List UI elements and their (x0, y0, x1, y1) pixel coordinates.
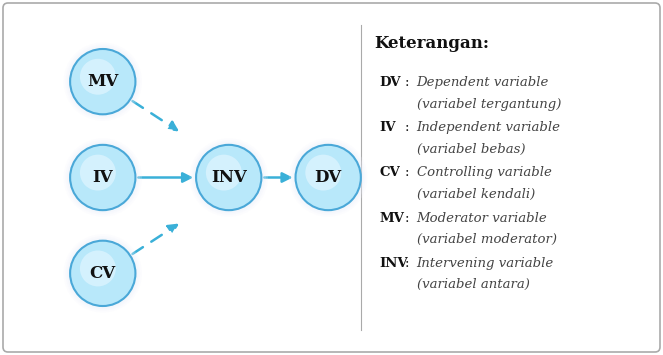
Circle shape (75, 150, 131, 205)
Text: Dependent variable: Dependent variable (416, 76, 549, 89)
Text: :: : (404, 212, 409, 225)
Circle shape (293, 142, 363, 213)
Circle shape (79, 154, 127, 201)
Circle shape (83, 61, 123, 102)
Circle shape (68, 238, 138, 309)
Circle shape (80, 251, 116, 286)
Circle shape (207, 155, 251, 200)
Circle shape (71, 242, 135, 305)
Circle shape (306, 155, 350, 200)
Circle shape (197, 146, 261, 209)
Circle shape (68, 46, 138, 117)
Circle shape (84, 64, 121, 100)
Circle shape (66, 236, 140, 311)
Text: CV: CV (380, 166, 400, 180)
Circle shape (194, 142, 264, 213)
Text: Moderator variable: Moderator variable (416, 212, 548, 225)
Circle shape (196, 145, 261, 210)
Text: (variabel moderator): (variabel moderator) (416, 233, 557, 246)
Circle shape (66, 140, 140, 215)
Text: INV: INV (380, 257, 408, 270)
Circle shape (71, 50, 135, 113)
Circle shape (304, 154, 352, 201)
Circle shape (192, 140, 266, 215)
Text: :: : (404, 166, 409, 180)
Circle shape (73, 148, 133, 207)
Text: Keterangan:: Keterangan: (375, 36, 489, 53)
Text: IV: IV (92, 169, 113, 186)
Text: MV: MV (380, 212, 404, 225)
Text: :: : (404, 121, 409, 135)
Circle shape (83, 157, 123, 198)
Circle shape (310, 159, 347, 196)
Circle shape (306, 155, 341, 191)
Circle shape (70, 48, 136, 115)
Circle shape (84, 255, 121, 291)
Circle shape (210, 159, 247, 196)
Circle shape (296, 146, 360, 209)
Circle shape (75, 246, 131, 301)
Circle shape (77, 247, 129, 299)
Text: Independent variable: Independent variable (416, 121, 561, 135)
Text: DV: DV (315, 169, 341, 186)
Circle shape (79, 58, 127, 105)
Circle shape (73, 244, 133, 303)
Circle shape (73, 52, 133, 111)
Circle shape (201, 150, 257, 205)
FancyBboxPatch shape (3, 3, 660, 352)
Circle shape (84, 159, 121, 196)
Circle shape (64, 43, 142, 121)
Text: MV: MV (87, 73, 119, 90)
Circle shape (296, 145, 361, 210)
Circle shape (203, 152, 255, 203)
Circle shape (75, 54, 131, 109)
Circle shape (70, 241, 135, 306)
Circle shape (64, 234, 142, 312)
Circle shape (300, 150, 356, 205)
Circle shape (80, 59, 116, 95)
Circle shape (289, 138, 367, 217)
Circle shape (196, 144, 262, 211)
Circle shape (209, 157, 249, 198)
Circle shape (206, 155, 242, 191)
Circle shape (66, 44, 140, 119)
Circle shape (81, 60, 125, 104)
Circle shape (295, 144, 361, 211)
Circle shape (199, 148, 259, 207)
Circle shape (70, 144, 136, 211)
Text: Controlling variable: Controlling variable (416, 166, 552, 180)
Circle shape (308, 157, 348, 198)
Text: (variabel kendali): (variabel kendali) (416, 188, 535, 201)
Text: :: : (404, 257, 409, 270)
Circle shape (81, 155, 125, 200)
Text: :: : (404, 76, 409, 89)
Circle shape (71, 146, 135, 209)
Text: (variabel tergantung): (variabel tergantung) (416, 98, 561, 111)
Circle shape (190, 138, 268, 217)
Text: Intervening variable: Intervening variable (416, 257, 554, 270)
Circle shape (70, 145, 135, 210)
Text: DV: DV (380, 76, 401, 89)
Circle shape (70, 240, 136, 307)
Circle shape (83, 253, 123, 294)
Text: CV: CV (90, 265, 116, 282)
Circle shape (77, 56, 129, 108)
Circle shape (64, 138, 142, 217)
Text: (variabel bebas): (variabel bebas) (416, 143, 525, 156)
Text: INV: INV (211, 169, 247, 186)
Circle shape (68, 142, 138, 213)
Circle shape (77, 152, 129, 203)
Circle shape (298, 148, 358, 207)
Circle shape (291, 140, 365, 215)
Circle shape (302, 152, 354, 203)
Text: (variabel antara): (variabel antara) (416, 278, 530, 291)
Circle shape (79, 250, 127, 297)
Circle shape (205, 154, 253, 201)
Circle shape (80, 155, 116, 191)
Circle shape (81, 251, 125, 295)
Text: IV: IV (380, 121, 396, 135)
Circle shape (70, 49, 135, 114)
